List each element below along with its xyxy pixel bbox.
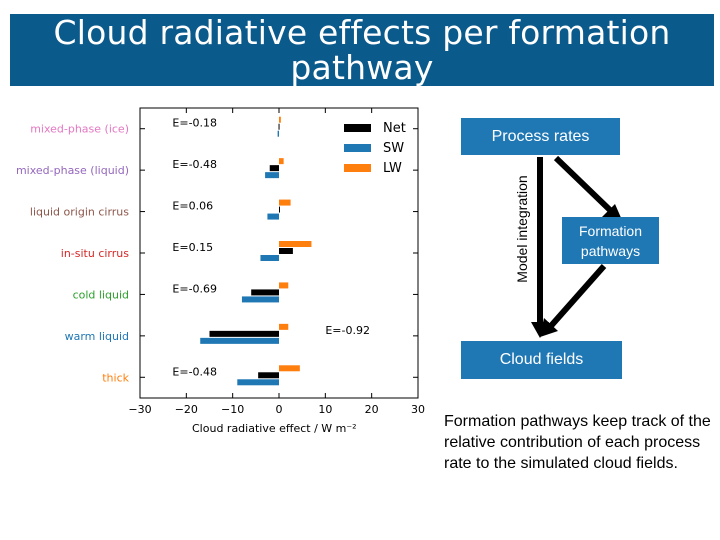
category-label: warm liquid [65,330,129,343]
formation-line1: Formation [578,223,643,239]
bar-lw [279,282,289,289]
x-tick-label: 0 [276,403,283,416]
category-label: mixed-phase (liquid) [16,164,129,177]
x-tick-label: 10 [318,403,332,416]
energy-annotation: E=0.06 [172,200,213,213]
arrow-process-to-formation [553,155,614,214]
x-axis-label: Cloud radiative effect / W m⁻² [192,422,357,435]
bar-sw [200,337,279,344]
x-tick-label: 20 [365,403,379,416]
bar-lw [279,116,281,123]
legend-label-sw: SW [383,141,404,156]
bar-net [279,248,293,254]
energy-annotation: E=-0.18 [172,117,217,130]
x-tick-label: −20 [175,403,198,416]
legend-label-net: Net [383,121,406,136]
bar-lw [279,365,300,372]
bar-sw [277,130,279,137]
bar-net [251,289,279,296]
x-tick-label: 30 [411,403,425,416]
description-text: Formation pathways keep track of the rel… [444,413,711,472]
slide-title-line2: pathway [290,48,434,87]
bar-net [269,165,279,172]
bar-lw [279,241,312,247]
energy-annotation: E=-0.48 [172,158,217,171]
energy-annotation: E=-0.92 [325,324,370,337]
energy-annotation: E=0.15 [172,241,213,254]
bar-sw [241,296,279,303]
arrowhead-cloud-vertical [531,322,549,338]
bar-lw [279,199,291,206]
energy-annotation: E=-0.48 [172,365,217,378]
x-tick-label: −10 [221,403,244,416]
legend-swatch-net [344,124,371,132]
legend-swatch-lw [344,164,371,172]
category-label: liquid origin cirrus [30,206,129,219]
bar-sw [260,255,279,261]
category-label: cold liquid [73,288,129,301]
legend-label-lw: LW [383,161,402,176]
bar-lw [279,158,284,165]
category-label: mixed-phase (ice) [30,123,129,136]
bar-sw [237,379,279,386]
x-tick-label: −30 [128,403,151,416]
category-label: in-situ cirrus [61,247,129,260]
bar-net [278,123,280,130]
slide-title: Cloud radiative effects per formation pa… [10,15,714,85]
legend-swatch-sw [344,144,371,152]
slide-title-line1: Cloud radiative effects per formation [53,13,671,52]
bar-net [258,372,279,379]
title-bar: Cloud radiative effects per formation pa… [10,14,714,86]
bar-lw [279,323,289,330]
arrow-formation-to-cloud [547,264,607,329]
formation-pathways-box: Formation pathways [562,217,659,264]
process-rates-box: Process rates [461,118,620,155]
category-label: thick [102,371,129,384]
bar-net [209,330,279,337]
bar-sw [265,172,279,179]
formation-line2: pathways [580,243,641,259]
energy-annotation: E=-0.69 [172,282,217,295]
cre-bar-chart: mixed-phase (ice) E=-0.18 mixed-phase (liq… [16,107,425,435]
model-integration-label: Model integration [514,175,530,283]
cloud-fields-box: Cloud fields [461,341,622,379]
bar-net [279,206,280,213]
arrowhead-formation [602,204,622,220]
bar-sw [267,213,279,220]
